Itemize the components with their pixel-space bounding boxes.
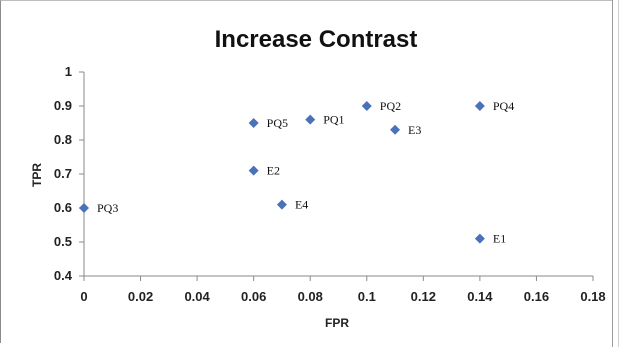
y-tick-label: 0.8 — [54, 132, 72, 147]
y-tick-label: 0.9 — [54, 98, 72, 113]
x-tick-label: 0 — [80, 289, 87, 304]
data-point-group: PQ3 PQ5 E2 E4 PQ1 PQ2 E3 PQ4 E1 — [79, 99, 514, 246]
data-point-marker — [474, 233, 485, 244]
data-point-label: E2 — [267, 164, 280, 178]
x-tick-group: 0 0.02 0.04 0.06 0.08 0.1 0.12 0.14 0.16 0.18 — [80, 276, 606, 304]
y-tick-label: 0.4 — [54, 268, 73, 283]
data-point-marker — [248, 118, 259, 128]
data-point-marker — [79, 203, 89, 213]
data-point-label: PQ5 — [267, 116, 288, 130]
y-tick-label: 0.6 — [54, 200, 72, 215]
x-tick-label: 0.14 — [467, 289, 493, 304]
data-point-marker — [390, 124, 401, 135]
data-point-label: E4 — [295, 198, 308, 212]
y-tick-label: 1 — [65, 64, 72, 79]
x-tick-label: 0.16 — [524, 289, 549, 304]
x-tick-label: 0.06 — [241, 289, 266, 304]
data-point-marker — [248, 165, 259, 176]
window-edge-outer — [618, 0, 619, 347]
data-point-label: E3 — [408, 123, 421, 137]
data-point-label: PQ2 — [380, 99, 401, 113]
chart-frame — [0, 0, 612, 343]
data-point-label: PQ4 — [493, 99, 514, 113]
y-tick-group: 0.4 0.5 0.6 0.7 0.8 0.9 1 — [54, 64, 84, 283]
chart-title: Increase Contrast — [215, 26, 418, 53]
x-tick-label: 0.1 — [358, 289, 376, 304]
x-tick-label: 0.02 — [128, 289, 153, 304]
window-edge — [612, 0, 613, 347]
data-point-marker — [361, 101, 372, 111]
x-tick-label: 0.18 — [580, 289, 605, 304]
data-point-label: PQ1 — [323, 113, 344, 127]
data-point-marker — [474, 101, 485, 111]
data-point-label: E1 — [493, 232, 506, 246]
y-axis-label: TPR — [30, 163, 44, 187]
data-point-marker — [305, 114, 316, 125]
x-axis-label: FPR — [325, 316, 349, 330]
x-tick-label: 0.12 — [411, 289, 436, 304]
x-tick-label: 0.04 — [184, 289, 210, 304]
y-tick-label: 0.5 — [54, 234, 72, 249]
x-tick-label: 0.08 — [298, 289, 323, 304]
data-point-marker — [276, 199, 287, 210]
data-point-label: PQ3 — [97, 201, 118, 215]
y-tick-label: 0.7 — [54, 166, 72, 181]
